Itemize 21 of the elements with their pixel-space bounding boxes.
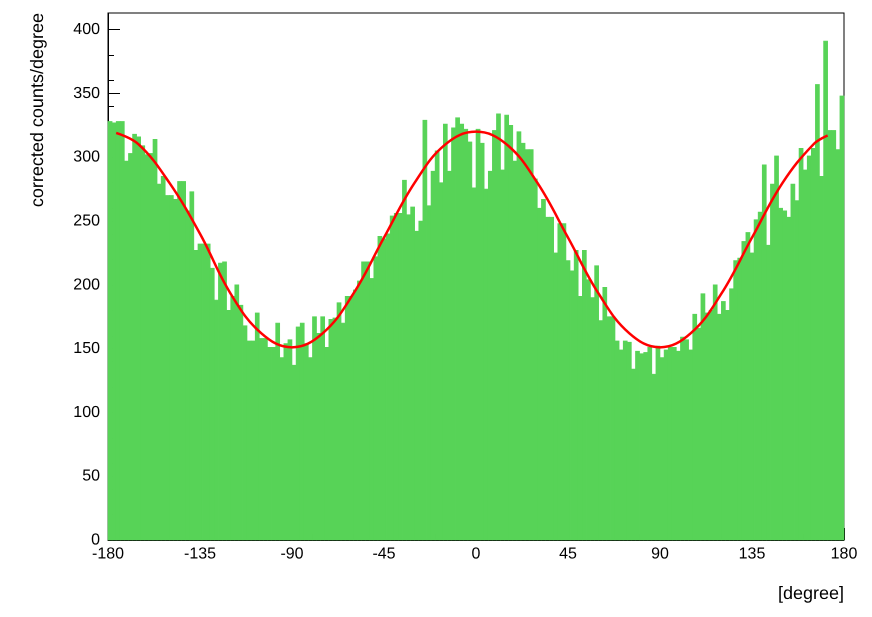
y-tick-label: 150 (73, 340, 100, 358)
x-axis-title: [degree] (778, 583, 844, 603)
x-tick-label: 135 (738, 546, 766, 562)
x-tick-label: -180 (92, 546, 124, 562)
x-tick-label: -135 (184, 546, 216, 562)
line-series (114, 130, 829, 349)
x-tick-label: 180 (830, 546, 858, 562)
x-tick-label: 45 (559, 546, 577, 562)
y-tick-label: 0 (91, 532, 100, 548)
x-tick-label: 90 (651, 546, 669, 562)
y-tick-label: 50 (82, 468, 100, 485)
y-tick-label: 400 (73, 21, 100, 38)
x-tick-label: -45 (372, 546, 396, 562)
y-tick-label: 350 (73, 84, 100, 102)
x-tick-label: 0 (472, 546, 481, 562)
y-axis-title: corrected counts/degree (27, 13, 47, 208)
y-tick-label: 200 (73, 276, 100, 294)
x-tick-label: -90 (280, 546, 304, 562)
y-tick-label: 250 (73, 212, 100, 230)
y-tick-label: 300 (73, 148, 100, 166)
y-tick-label: 100 (73, 404, 100, 421)
